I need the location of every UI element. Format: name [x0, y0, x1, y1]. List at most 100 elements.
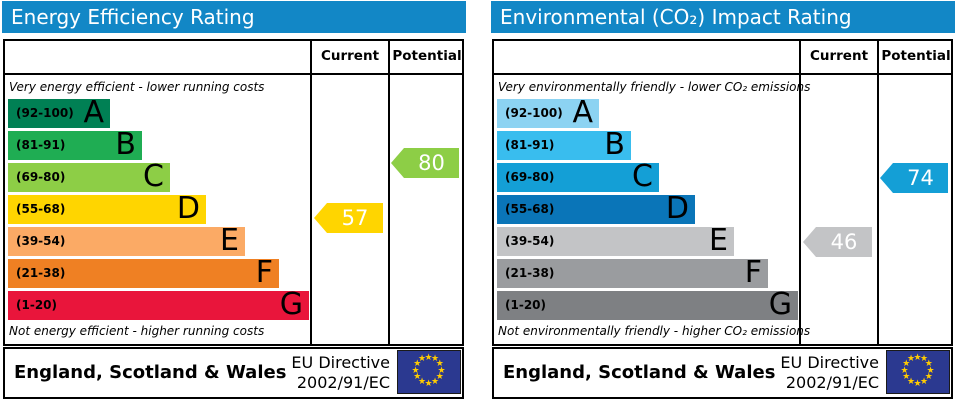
header-row-divider	[492, 73, 953, 75]
chart-title: Environmental (CO₂) Impact Rating	[500, 5, 852, 29]
eu-directive-line1: EU Directive	[780, 353, 879, 372]
top-caption: Very energy efficient - lower running co…	[9, 80, 265, 94]
eu-star-icon: ★	[431, 354, 440, 365]
potential-column-divider	[877, 39, 879, 346]
band-range-label: (21-38)	[505, 266, 555, 280]
band-letter: D	[665, 191, 689, 226]
eu-star-icon: ★	[418, 376, 427, 387]
energy-efficiency-rating-chart: Energy Efficiency Rating Current Potenti…	[0, 0, 468, 404]
eu-star-icon: ★	[424, 352, 433, 363]
current-rating-arrow: 57	[314, 203, 383, 233]
band-row-d: (55-68) D	[497, 191, 695, 226]
eu-directive-label: EU Directive 2002/91/EC	[291, 353, 390, 393]
eu-star-icon: ★	[907, 354, 916, 365]
current-rating-value: 57	[341, 206, 369, 230]
eu-star-icon: ★	[424, 378, 433, 389]
environmental-co2-impact-rating-chart: Environmental (CO₂) Impact Rating Curren…	[489, 0, 957, 404]
band-range-label: (39-54)	[16, 234, 66, 248]
eu-directive-line2: 2002/91/EC	[785, 373, 879, 392]
eu-star-icon: ★	[924, 372, 933, 382]
eu-flag: ★ ★ ★ ★ ★ ★ ★ ★ ★ ★ ★ ★	[397, 350, 461, 394]
eu-star-icon: ★	[900, 365, 909, 376]
bottom-caption: Not environmentally friendly - higher CO…	[498, 324, 811, 338]
band-letter: C	[143, 159, 164, 194]
band-row-c: (69-80) C	[8, 159, 170, 194]
band-range-label: (1-20)	[505, 298, 546, 312]
band-range-label: (55-68)	[16, 202, 66, 216]
eu-star-icon: ★	[902, 359, 911, 369]
band-letter: F	[255, 255, 273, 290]
chart-title-bar: Environmental (CO₂) Impact Rating	[491, 1, 955, 33]
band-letter: A	[572, 95, 593, 130]
band-range-label: (1-20)	[16, 298, 57, 312]
header-row-divider	[3, 73, 464, 75]
band-range-label: (21-38)	[16, 266, 66, 280]
current-column-divider	[310, 39, 312, 346]
eu-star-icon: ★	[418, 354, 427, 365]
band-row-g: (1-20) G	[8, 290, 309, 320]
band-row-g: (1-20) G	[497, 287, 798, 322]
eu-directive-label: EU Directive 2002/91/EC	[780, 353, 879, 393]
footer-region-label: England, Scotland & Wales	[14, 362, 287, 383]
eu-directive-line2: 2002/91/EC	[296, 373, 390, 392]
band-letter: E	[709, 223, 728, 258]
eu-star-icon: ★	[920, 376, 929, 387]
bottom-caption: Not energy efficient - higher running co…	[9, 324, 265, 338]
band-letter: C	[632, 159, 653, 194]
band-range-label: (81-91)	[16, 138, 66, 152]
eu-flag: ★ ★ ★ ★ ★ ★ ★ ★ ★ ★ ★ ★	[886, 350, 950, 394]
band-range-label: (55-68)	[505, 202, 555, 216]
footer-region-label: England, Scotland & Wales	[503, 362, 776, 383]
potential-rating-value: 74	[907, 166, 934, 190]
band-row-a: (92-100) A	[497, 95, 599, 130]
eu-star-icon: ★	[411, 365, 420, 376]
eu-star-icon: ★	[435, 372, 444, 382]
eu-star-icon: ★	[413, 359, 422, 369]
band-row-b: (81-91) B	[497, 127, 631, 162]
band-row-e: (39-54) E	[497, 223, 734, 258]
band-row-e: (39-54) E	[8, 223, 245, 258]
band-range-label: (69-80)	[505, 170, 555, 184]
band-letter: G	[768, 287, 792, 322]
potential-rating-arrow: 74	[880, 163, 948, 193]
band-letter: B	[604, 127, 625, 162]
band-letter: F	[744, 255, 762, 290]
chart-title-bar: Energy Efficiency Rating	[2, 1, 466, 33]
eu-star-icon: ★	[913, 378, 922, 389]
band-row-b: (81-91) B	[8, 127, 142, 162]
current-column-divider	[799, 39, 801, 346]
chart-title: Energy Efficiency Rating	[11, 5, 255, 29]
band-row-f: (21-38) F	[8, 255, 279, 290]
band-row-f: (21-38) F	[497, 255, 768, 290]
band-range-label: (81-91)	[505, 138, 555, 152]
eu-star-icon: ★	[435, 359, 444, 369]
band-letter: A	[83, 95, 104, 130]
potential-rating-arrow: 80	[391, 148, 459, 178]
potential-column-header: Potential	[392, 48, 462, 64]
eu-star-icon: ★	[920, 354, 929, 365]
eu-star-icon: ★	[926, 365, 935, 376]
eu-star-icon: ★	[902, 372, 911, 382]
eu-star-icon: ★	[913, 352, 922, 363]
current-column-header: Current	[320, 48, 380, 64]
band-letter: E	[220, 223, 239, 258]
eu-star-icon: ★	[437, 365, 446, 376]
eu-directive-line1: EU Directive	[291, 353, 390, 372]
band-row-a: (92-100) A	[8, 95, 110, 130]
band-range-label: (39-54)	[505, 234, 555, 248]
eu-star-icon: ★	[907, 376, 916, 387]
current-column-header: Current	[809, 48, 869, 64]
potential-rating-value: 80	[418, 151, 445, 175]
potential-column-header: Potential	[881, 48, 951, 64]
band-range-label: (69-80)	[16, 170, 66, 184]
current-rating-arrow: 46	[803, 227, 872, 257]
band-letter: D	[176, 191, 200, 226]
potential-column-divider	[388, 39, 390, 346]
top-caption: Very environmentally friendly - lower CO…	[498, 80, 811, 94]
band-range-label: (92-100)	[505, 106, 563, 120]
band-letter: B	[115, 127, 136, 162]
band-row-d: (55-68) D	[8, 191, 206, 226]
eu-star-icon: ★	[413, 372, 422, 382]
eu-star-icon: ★	[924, 359, 933, 369]
